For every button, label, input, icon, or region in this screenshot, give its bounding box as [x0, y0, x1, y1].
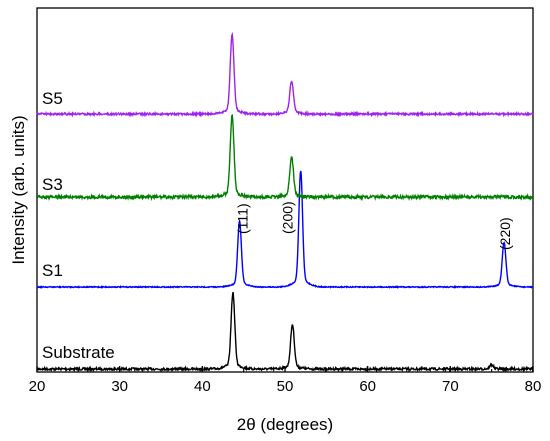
- annotation-200: (200): [280, 201, 296, 234]
- series-label-s5: S5: [42, 89, 63, 108]
- series-label-s3: S3: [42, 175, 63, 194]
- x-tick-label-50: 50: [277, 378, 294, 395]
- x-tick-label-70: 70: [442, 378, 459, 395]
- series-line-s3: [36, 114, 534, 202]
- x-tick-label-60: 60: [359, 378, 376, 395]
- y-axis-label: Intensity (arb. units): [9, 115, 28, 264]
- annotation-111: (111): [235, 203, 251, 234]
- x-tick-label-80: 80: [525, 378, 542, 395]
- series-label-s1: S1: [42, 261, 63, 280]
- series-line-s5: [36, 31, 534, 118]
- x-tick-label-40: 40: [194, 378, 211, 395]
- series-line-s1: [36, 170, 534, 289]
- series-label-substrate: Substrate: [42, 343, 115, 362]
- x-tick-label-20: 20: [29, 378, 46, 395]
- plot-frame: [36, 7, 534, 373]
- x-tick-label-30: 30: [111, 378, 128, 395]
- annotation-220: (220): [497, 217, 513, 250]
- x-axis-label: 2θ (degrees): [237, 415, 333, 434]
